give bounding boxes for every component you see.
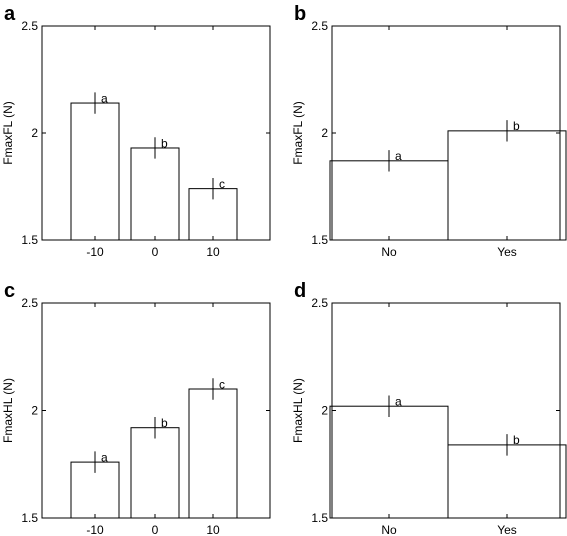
y-tick-label: 2.5	[21, 296, 38, 310]
x-tick-label: Yes	[497, 245, 517, 259]
y-axis-label: FmaxFL (N)	[291, 101, 305, 165]
x-tick-label: -10	[86, 523, 104, 536]
bar	[447, 130, 567, 241]
bar	[329, 160, 449, 241]
panel-letter: b	[294, 3, 306, 25]
significance-label: a	[395, 149, 402, 163]
significance-label: b	[161, 136, 168, 150]
y-tick-label: 2.5	[311, 296, 328, 310]
y-axis-label: FmaxHL (N)	[1, 378, 15, 443]
bar	[130, 147, 180, 241]
bar	[130, 427, 180, 519]
significance-label: b	[161, 416, 168, 430]
y-tick-label: 2	[31, 404, 38, 418]
significance-label: a	[101, 450, 108, 464]
bar	[447, 444, 567, 519]
significance-label: b	[513, 433, 520, 447]
panel-d: d a No b Yes 1.5 2 2.5 FmaxHL (N)	[291, 280, 567, 536]
bar	[329, 405, 449, 519]
y-axis-label: FmaxHL (N)	[291, 378, 305, 443]
x-tick-label: 0	[152, 523, 159, 536]
bar	[188, 388, 238, 519]
significance-label: c	[219, 377, 225, 391]
y-tick-label: 1.5	[21, 511, 38, 525]
x-tick-label: 10	[206, 523, 220, 536]
y-tick-label: 2	[31, 126, 38, 140]
bar	[70, 102, 120, 241]
x-tick-label: 0	[152, 245, 159, 259]
significance-label: c	[219, 177, 225, 191]
x-tick-label: No	[381, 245, 397, 259]
y-tick-label: 1.5	[21, 233, 38, 247]
y-tick-label: 2	[321, 404, 328, 418]
x-tick-label: -10	[86, 245, 104, 259]
y-tick-label: 1.5	[311, 233, 328, 247]
panel-letter: a	[4, 3, 16, 25]
panel-c: c a -10 b 0 c 10 1.5 2 2.5 FmaxHL (N)	[1, 280, 271, 536]
significance-label: a	[395, 394, 402, 408]
panel-a: a a -10 b 0 c 10 1.5 2 2.5 FmaxFL (N)	[1, 3, 271, 259]
panel-letter: c	[4, 280, 15, 302]
y-tick-label: 2.5	[21, 19, 38, 33]
y-tick-label: 2.5	[311, 19, 328, 33]
significance-label: b	[513, 119, 520, 133]
panel-letter: d	[294, 280, 306, 302]
y-axis-label: FmaxFL (N)	[1, 101, 15, 165]
x-tick-label: 10	[206, 245, 220, 259]
significance-label: a	[101, 91, 108, 105]
x-tick-label: No	[381, 523, 397, 536]
x-tick-label: Yes	[497, 523, 517, 536]
y-tick-label: 2	[321, 126, 328, 140]
y-tick-label: 1.5	[311, 511, 328, 525]
panel-b: b a No b Yes 1.5 2 2.5 FmaxFL (N)	[291, 3, 567, 259]
